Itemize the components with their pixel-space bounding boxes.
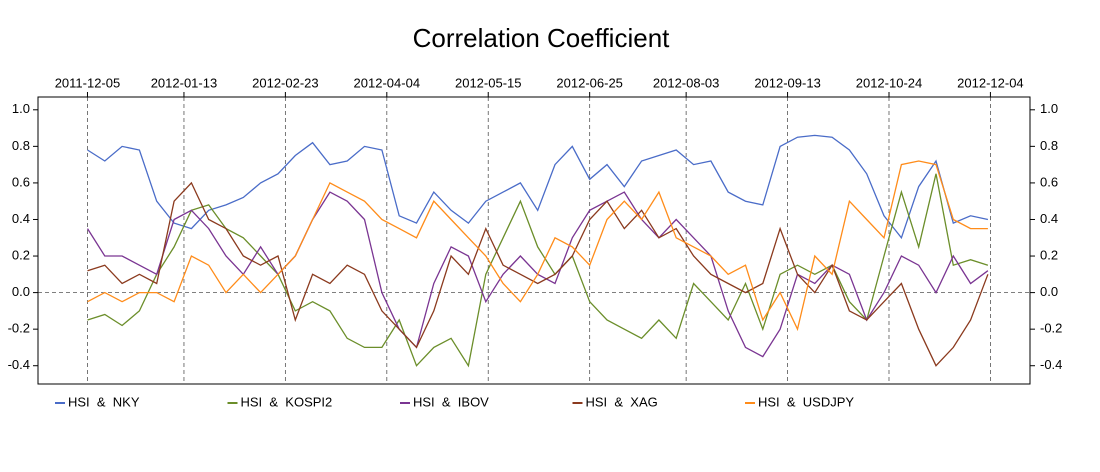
x-tick-label: 2012-08-03 <box>653 75 720 90</box>
series-line <box>87 173 989 368</box>
y-tick-label: -0.4 <box>8 357 30 372</box>
y2-tick-label: 0.2 <box>1040 247 1058 262</box>
legend-label: HSI & NKY <box>68 394 140 409</box>
series-line <box>87 160 988 332</box>
y-tick-label: -0.2 <box>8 321 30 336</box>
plot-frame <box>37 96 1031 385</box>
y-tick-label: 0.0 <box>12 284 30 299</box>
y2-tick-label: 0.4 <box>1040 211 1058 226</box>
legend-label: HSI & IBOV <box>413 394 489 409</box>
legend-label: HSI & USDJPY <box>758 394 854 409</box>
chart-title: Correlation Coefficient <box>413 23 671 53</box>
y-tick-label: 0.6 <box>12 174 30 189</box>
x-tick-label: 2012-10-24 <box>856 75 923 90</box>
y-tick-label: 0.2 <box>12 247 30 262</box>
y2-tick-label: 0.0 <box>1040 284 1058 299</box>
y2-tick-label: -0.2 <box>1040 321 1062 336</box>
x-tick-label: 2012-09-13 <box>754 75 821 90</box>
x-tick-label: 2012-04-04 <box>354 75 421 90</box>
y-tick-label: 0.8 <box>12 138 30 153</box>
x-tick-label: 2012-06-25 <box>556 75 623 90</box>
legend-label: HSI & KOSPI2 <box>241 394 333 409</box>
x-tick-label: 2012-02-23 <box>252 75 319 90</box>
series-line <box>87 134 989 240</box>
y-tick-label: 0.4 <box>12 211 30 226</box>
x-tick-label: 2011-12-05 <box>55 75 121 90</box>
y2-tick-label: 0.6 <box>1040 174 1058 189</box>
y2-tick-label: 1.0 <box>1040 101 1058 116</box>
legend-label: HSI & XAG <box>586 394 658 409</box>
x-tick-label: 2012-05-15 <box>455 75 522 90</box>
y-tick-label: 1.0 <box>12 101 30 116</box>
y2-tick-label: -0.4 <box>1040 357 1062 372</box>
x-tick-label: 2012-01-13 <box>151 75 218 90</box>
series-line <box>87 181 989 367</box>
x-tick-label: 2012-12-04 <box>957 75 1024 90</box>
y2-tick-label: 0.8 <box>1040 138 1058 153</box>
